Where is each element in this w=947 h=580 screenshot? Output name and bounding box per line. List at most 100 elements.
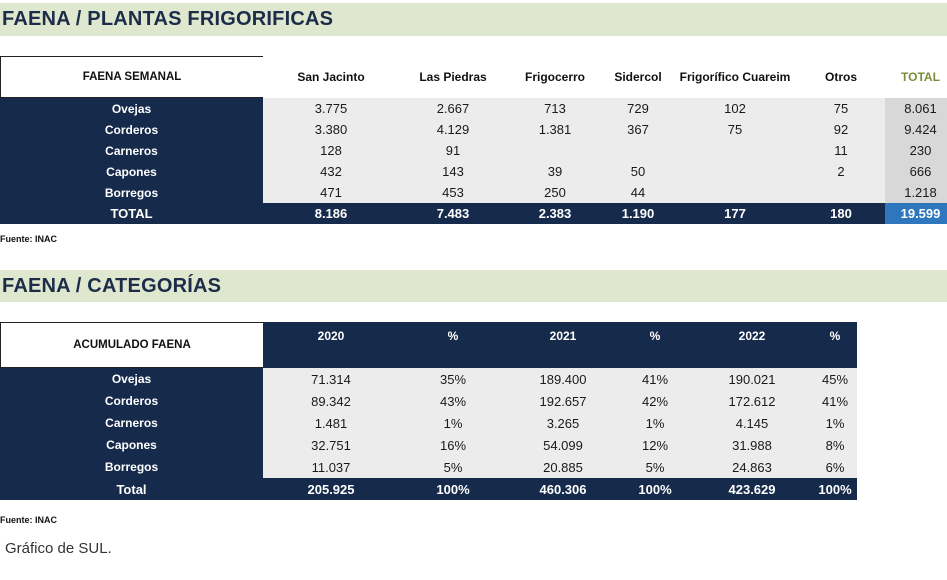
data-cell: 43% bbox=[399, 390, 507, 412]
total-row-cell: 100% bbox=[619, 478, 691, 500]
data-cell: 6% bbox=[813, 456, 857, 478]
total-cell: 666 bbox=[885, 161, 947, 182]
data-cell: 92 bbox=[797, 119, 885, 140]
data-cell: 453 bbox=[399, 182, 507, 203]
col-header: 2022 bbox=[691, 322, 813, 368]
data-cell: 128 bbox=[263, 140, 399, 161]
data-cell: 367 bbox=[603, 119, 673, 140]
col-header: 2021 bbox=[507, 322, 619, 368]
data-cell: 1% bbox=[813, 412, 857, 434]
row-label: Corderos bbox=[0, 119, 263, 140]
data-cell: 1.381 bbox=[507, 119, 603, 140]
row-label: Carneros bbox=[0, 412, 263, 434]
data-cell: 5% bbox=[619, 456, 691, 478]
data-cell: 1% bbox=[619, 412, 691, 434]
data-cell bbox=[507, 140, 603, 161]
total-row-cell: 205.925 bbox=[263, 478, 399, 500]
data-cell: 41% bbox=[619, 368, 691, 390]
total-row-cell: 180 bbox=[797, 203, 885, 224]
data-cell: 89.342 bbox=[263, 390, 399, 412]
data-cell bbox=[797, 182, 885, 203]
data-cell: 24.863 bbox=[691, 456, 813, 478]
row-label: Capones bbox=[0, 161, 263, 182]
col-header: % bbox=[399, 322, 507, 368]
data-cell: 4.129 bbox=[399, 119, 507, 140]
data-cell: 75 bbox=[673, 119, 797, 140]
data-cell: 11.037 bbox=[263, 456, 399, 478]
data-cell: 44 bbox=[603, 182, 673, 203]
data-cell: 75 bbox=[797, 98, 885, 119]
data-cell: 102 bbox=[673, 98, 797, 119]
col-header: Las Piedras bbox=[399, 56, 507, 98]
section-title: FAENA / PLANTAS FRIGORIFICAS bbox=[2, 8, 334, 30]
section-header-categorias: FAENA / CATEGORÍAS bbox=[0, 270, 947, 302]
data-cell: 20.885 bbox=[507, 456, 619, 478]
image-caption: Gráfico de SUL. bbox=[5, 540, 112, 557]
data-cell: 45% bbox=[813, 368, 857, 390]
data-cell: 54.099 bbox=[507, 434, 619, 456]
data-cell: 39 bbox=[507, 161, 603, 182]
total-cell: 9.424 bbox=[885, 119, 947, 140]
data-cell: 189.400 bbox=[507, 368, 619, 390]
row-label: Ovejas bbox=[0, 98, 263, 119]
col-header: % bbox=[813, 322, 857, 368]
total-row-cell: 8.186 bbox=[263, 203, 399, 224]
data-cell: 31.988 bbox=[691, 434, 813, 456]
data-cell: 250 bbox=[507, 182, 603, 203]
data-cell: 50 bbox=[603, 161, 673, 182]
data-cell: 192.657 bbox=[507, 390, 619, 412]
total-row-cell: 2.383 bbox=[507, 203, 603, 224]
total-row-label: TOTAL bbox=[0, 203, 263, 224]
data-cell: 91 bbox=[399, 140, 507, 161]
total-row-cell: 1.190 bbox=[603, 203, 673, 224]
row-label: Capones bbox=[0, 434, 263, 456]
row-label: Ovejas bbox=[0, 368, 263, 390]
total-row-cell: 423.629 bbox=[691, 478, 813, 500]
data-cell bbox=[603, 140, 673, 161]
data-cell: 16% bbox=[399, 434, 507, 456]
source-note: Fuente: INAC bbox=[0, 515, 57, 525]
data-cell: 32.751 bbox=[263, 434, 399, 456]
data-cell: 3.775 bbox=[263, 98, 399, 119]
data-cell bbox=[673, 182, 797, 203]
data-cell: 432 bbox=[263, 161, 399, 182]
data-cell: 143 bbox=[399, 161, 507, 182]
total-cell: 1.218 bbox=[885, 182, 947, 203]
table-categorias: ACUMULADO FAENA 2020 % 2021 % 2022 % Ove… bbox=[0, 322, 857, 500]
data-cell: 42% bbox=[619, 390, 691, 412]
row-label: Borregos bbox=[0, 182, 263, 203]
col-header: Frigorífico Cuareim bbox=[673, 56, 797, 98]
data-cell: 3.380 bbox=[263, 119, 399, 140]
data-cell: 2 bbox=[797, 161, 885, 182]
data-cell: 1.481 bbox=[263, 412, 399, 434]
total-cell: 230 bbox=[885, 140, 947, 161]
section-title: FAENA / CATEGORÍAS bbox=[2, 275, 222, 297]
data-cell: 4.145 bbox=[691, 412, 813, 434]
total-row-label: Total bbox=[0, 478, 263, 500]
corner-header: ACUMULADO FAENA bbox=[0, 322, 263, 368]
data-cell: 729 bbox=[603, 98, 673, 119]
data-cell bbox=[673, 161, 797, 182]
data-cell bbox=[673, 140, 797, 161]
col-header: Otros bbox=[797, 56, 885, 98]
data-cell: 71.314 bbox=[263, 368, 399, 390]
col-header: 2020 bbox=[263, 322, 399, 368]
data-cell: 12% bbox=[619, 434, 691, 456]
grand-total-cell: 19.599 bbox=[885, 203, 947, 224]
data-cell: 8% bbox=[813, 434, 857, 456]
col-header-total: TOTAL bbox=[885, 56, 947, 98]
total-row-cell: 100% bbox=[813, 478, 857, 500]
data-cell: 2.667 bbox=[399, 98, 507, 119]
data-cell: 471 bbox=[263, 182, 399, 203]
col-header: % bbox=[619, 322, 691, 368]
col-header: San Jacinto bbox=[263, 56, 399, 98]
data-cell: 41% bbox=[813, 390, 857, 412]
data-cell: 35% bbox=[399, 368, 507, 390]
data-cell: 3.265 bbox=[507, 412, 619, 434]
col-header: Frigocerro bbox=[507, 56, 603, 98]
table-plantas-frigorificas: FAENA SEMANAL San Jacinto Las Piedras Fr… bbox=[0, 56, 947, 224]
data-cell: 713 bbox=[507, 98, 603, 119]
source-note: Fuente: INAC bbox=[0, 234, 57, 244]
total-row-cell: 7.483 bbox=[399, 203, 507, 224]
section-header-plantas: FAENA / PLANTAS FRIGORIFICAS bbox=[0, 3, 947, 36]
